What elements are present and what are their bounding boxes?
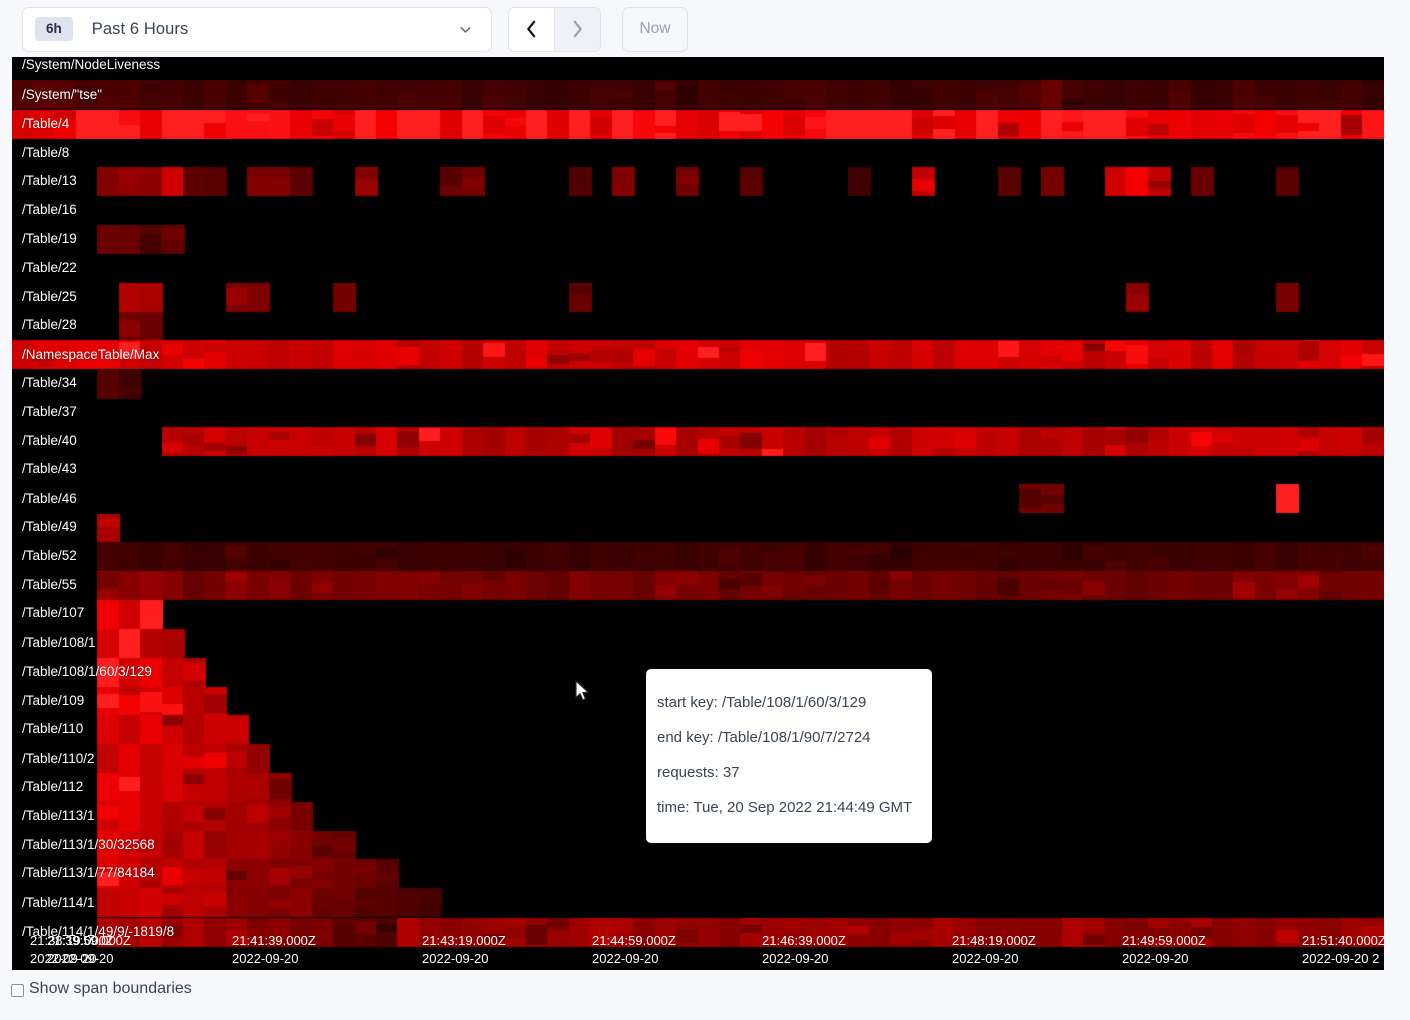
heatmap-x-tick: 21:49:59.000Z 2022-09-20 (1122, 933, 1206, 966)
toolbar: 6h Past 6 Hours Now (0, 0, 1410, 58)
heatmap-x-tick: 21:48:19.000Z 2022-09-20 (952, 933, 1036, 966)
footer: Show span boundaries (0, 978, 1410, 1020)
previous-button[interactable] (509, 7, 554, 51)
heatmap-x-tick: 21:51:40.000Z 2022-09-20 2 (1302, 933, 1384, 966)
time-range-label: Past 6 Hours (91, 19, 189, 38)
heatmap-tooltip: start key: /Table/108/1/60/3/129 end key… (646, 669, 932, 843)
show-span-boundaries-label[interactable]: Show span boundaries (29, 980, 192, 997)
show-span-boundaries-checkbox[interactable] (11, 984, 24, 997)
heatmap-x-tick: 21:38:19.000Z 2022-09-20 (30, 933, 114, 966)
time-range-select[interactable]: 6h Past 6 Hours (22, 6, 492, 52)
time-nav-group (508, 6, 601, 52)
heatmap-x-tick: 21:46:39.000Z 2022-09-20 (762, 933, 846, 966)
time-range-badge: 6h (35, 17, 73, 41)
tooltip-time: time: Tue, 20 Sep 2022 21:44:49 GMT (657, 799, 913, 816)
tooltip-end-key: end key: /Table/108/1/90/7/2724 (657, 729, 871, 746)
heatmap-x-tick: 21:44:59.000Z 2022-09-20 (592, 933, 676, 966)
heatmap-x-tick: 21:39:59.000Z 2022-09-20 (47, 933, 131, 966)
chevron-down-icon (457, 21, 474, 38)
tooltip-requests: requests: 37 (657, 764, 740, 781)
key-visualizer-heatmap[interactable]: /System/NodeLiveness/System/"tse"/Table/… (12, 57, 1384, 970)
heatmap-x-tick: 21:43:19.000Z 2022-09-20 (422, 933, 506, 966)
now-button[interactable]: Now (622, 6, 688, 52)
tooltip-start-key: start key: /Table/108/1/60/3/129 (657, 694, 867, 711)
heatmap-x-tick: 21:41:39.000Z 2022-09-20 (232, 933, 316, 966)
next-button[interactable] (554, 7, 600, 51)
